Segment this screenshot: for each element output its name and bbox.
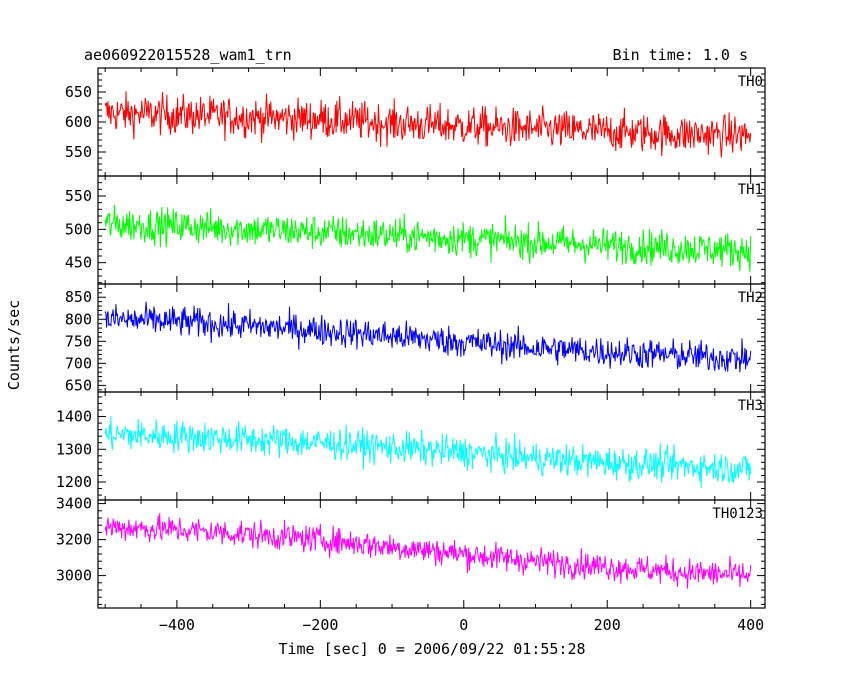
series-line-th1 xyxy=(104,204,752,273)
y-axis-label: Counts/sec xyxy=(5,300,23,390)
panel-th1: TH1 450 500 550 xyxy=(65,175,766,285)
x-tick-label: 200 xyxy=(594,616,621,634)
panel-frame xyxy=(97,499,766,609)
y-tick-label: 800 xyxy=(65,310,92,328)
x-tick-label: 400 xyxy=(737,616,764,634)
chart-title: ae060922015528_wam1_trn xyxy=(84,46,292,64)
y-tick-label: 750 xyxy=(65,332,92,350)
x-tick-label: 0 xyxy=(459,616,468,634)
series-line-th2 xyxy=(104,301,752,373)
series-line-th0 xyxy=(104,91,752,158)
y-tick-label: 500 xyxy=(65,220,92,238)
y-tick-label: 3400 xyxy=(56,495,92,513)
panel-frame xyxy=(97,283,766,393)
panel-th2: TH2 650 700 750 800 850 xyxy=(65,283,766,394)
panel-label: TH3 xyxy=(738,398,763,414)
x-axis-label: Time [sec] 0 = 2006/09/22 01:55:28 xyxy=(278,640,585,658)
panel-th0: TH0 550 600 650 xyxy=(65,67,766,177)
panel-label: TH2 xyxy=(738,290,763,306)
panels-group: TH0 550 600 650 TH1 450 500 550 TH2 650 700 750 800 8… xyxy=(56,67,766,609)
y-tick-label: 650 xyxy=(65,376,92,394)
panel-label: TH0 xyxy=(738,74,763,90)
y-tick-label: 550 xyxy=(65,187,92,205)
bin-time-label: Bin time: 1.0 s xyxy=(613,46,748,64)
series-line-th3 xyxy=(104,415,752,488)
y-tick-label: 1400 xyxy=(56,408,92,426)
y-tick-label: 1300 xyxy=(56,440,92,458)
y-tick-label: 700 xyxy=(65,354,92,372)
panel-label: TH1 xyxy=(738,182,763,198)
y-tick-label: 1200 xyxy=(56,473,92,491)
y-tick-label: 3000 xyxy=(56,567,92,585)
panel-th3: TH3 1200 1300 1400 xyxy=(56,391,766,501)
x-tick-label: −200 xyxy=(302,616,338,634)
panel-th0123: TH0123 3000 3200 3400 xyxy=(56,495,766,609)
y-tick-label: 850 xyxy=(65,288,92,306)
x-tick-label: −400 xyxy=(159,616,195,634)
x-axis: −400 −200 0 200 400 xyxy=(159,616,764,634)
y-tick-label: 3200 xyxy=(56,531,92,549)
panel-label: TH0123 xyxy=(712,506,763,522)
y-tick-label: 550 xyxy=(65,143,92,161)
y-tick-label: 600 xyxy=(65,113,92,131)
y-tick-label: 450 xyxy=(65,254,92,272)
series-line-th0123 xyxy=(104,513,752,589)
y-tick-label: 650 xyxy=(65,83,92,101)
